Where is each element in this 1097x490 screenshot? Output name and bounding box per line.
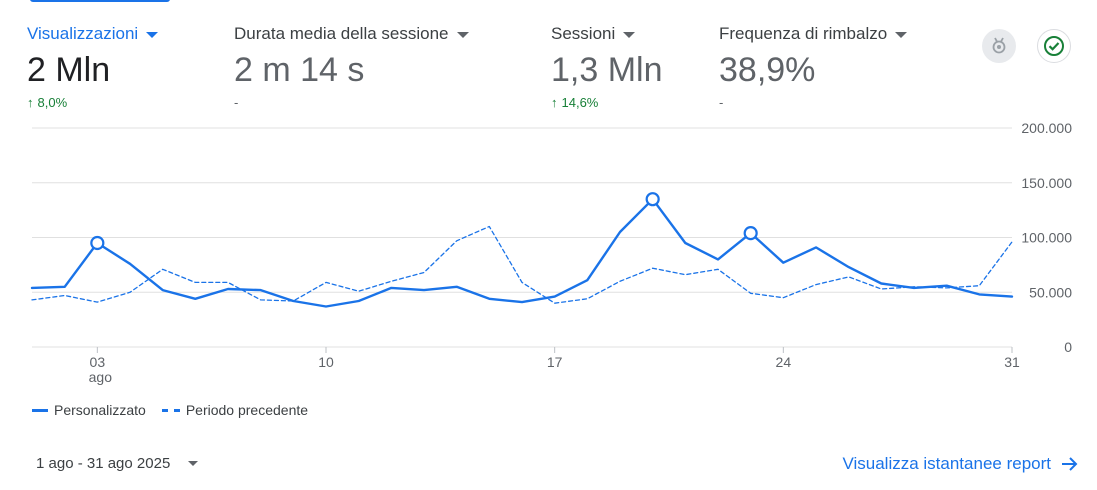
metric-views-change-value: 8,0% xyxy=(37,94,68,110)
caret-down-icon xyxy=(623,32,636,38)
metric-views-value: 2 Mln xyxy=(27,51,111,89)
arrow-right-icon xyxy=(1062,457,1078,471)
dashed-line-icon xyxy=(161,408,180,412)
metric-sessions[interactable]: Sessioni 1,3 Mln ↑ 14,6% xyxy=(551,24,663,110)
legend-current: Personalizzato xyxy=(32,402,146,418)
legend-current-label: Personalizzato xyxy=(54,402,146,418)
metric-sessions-change: ↑ 14,6% xyxy=(551,94,663,110)
metric-views-change: ↑ 8,0% xyxy=(27,94,158,110)
solid-line-icon xyxy=(32,408,48,412)
caret-down-icon xyxy=(456,32,469,38)
series-current-line xyxy=(30,197,1014,308)
arrow-up-icon: ↑ xyxy=(551,94,558,110)
active-tab-indicator xyxy=(30,0,170,2)
metric-bounce-rate-label: Frequenza di rimbalzo xyxy=(719,24,888,43)
metric-sessions-title[interactable]: Sessioni xyxy=(551,24,663,44)
y-tick-label: 200.000 xyxy=(1021,120,1072,136)
metric-bounce-rate[interactable]: Frequenza di rimbalzo 38,9% - xyxy=(719,24,908,110)
y-tick-label: 50.000 xyxy=(1029,284,1072,300)
highlight-point[interactable] xyxy=(645,192,660,207)
y-tick-label: 150.000 xyxy=(1021,175,1072,191)
x-tick-label: 17 xyxy=(547,354,563,370)
caret-down-icon xyxy=(188,461,199,466)
view-report-link[interactable]: Visualizza istantanee report xyxy=(842,454,1079,474)
metric-views-label: Visualizzazioni xyxy=(27,24,139,43)
metric-views-title[interactable]: Visualizzazioni xyxy=(27,24,159,44)
metric-session-duration-label: Durata media della sessione xyxy=(234,24,449,43)
caret-down-icon xyxy=(146,32,159,38)
metric-session-duration[interactable]: Durata media della sessione 2 m 14 s - xyxy=(234,24,469,110)
legend-previous-label: Periodo precedente xyxy=(185,402,309,418)
badge-icon[interactable] xyxy=(982,29,1016,63)
x-tick-sublabel: ago xyxy=(89,369,113,385)
highlight-point[interactable] xyxy=(743,226,758,241)
x-tick-label: 24 xyxy=(776,354,792,370)
y-tick-label: 100.000 xyxy=(1021,230,1072,246)
metric-sessions-label: Sessioni xyxy=(551,24,616,43)
arrow-up-icon: ↑ xyxy=(27,94,34,110)
y-tick-label: 0 xyxy=(1064,339,1072,355)
metric-views[interactable]: Visualizzazioni 2 Mln ↑ 8,0% xyxy=(27,24,159,110)
date-range-selector[interactable]: 1 ago - 31 ago 2025 xyxy=(36,455,199,472)
chart-legend: Personalizzato Periodo precedente xyxy=(32,402,308,418)
metric-session-duration-title[interactable]: Durata media della sessione xyxy=(234,24,469,44)
x-tick-label: 10 xyxy=(318,354,334,370)
view-report-label: Visualizza istantanee report xyxy=(842,454,1051,473)
metric-bounce-rate-title[interactable]: Frequenza di rimbalzo xyxy=(719,24,908,44)
legend-previous: Periodo precedente xyxy=(161,402,309,418)
highlight-point[interactable] xyxy=(90,235,105,251)
metric-sessions-value: 1,3 Mln xyxy=(551,51,663,89)
metric-session-duration-value: 2 m 14 s xyxy=(234,51,365,89)
metric-session-duration-change: - xyxy=(234,94,239,110)
metric-bounce-rate-change: - xyxy=(719,94,724,110)
x-tick-label: 31 xyxy=(1004,354,1020,370)
date-range-label: 1 ago - 31 ago 2025 xyxy=(36,455,171,472)
check-circle-icon[interactable] xyxy=(1037,29,1071,63)
x-tick-label: 03 xyxy=(90,354,106,370)
caret-down-icon xyxy=(895,32,908,38)
metric-bounce-rate-value: 38,9% xyxy=(719,51,816,89)
metric-sessions-change-value: 14,6% xyxy=(561,94,599,110)
series-previous-line xyxy=(31,225,1013,304)
